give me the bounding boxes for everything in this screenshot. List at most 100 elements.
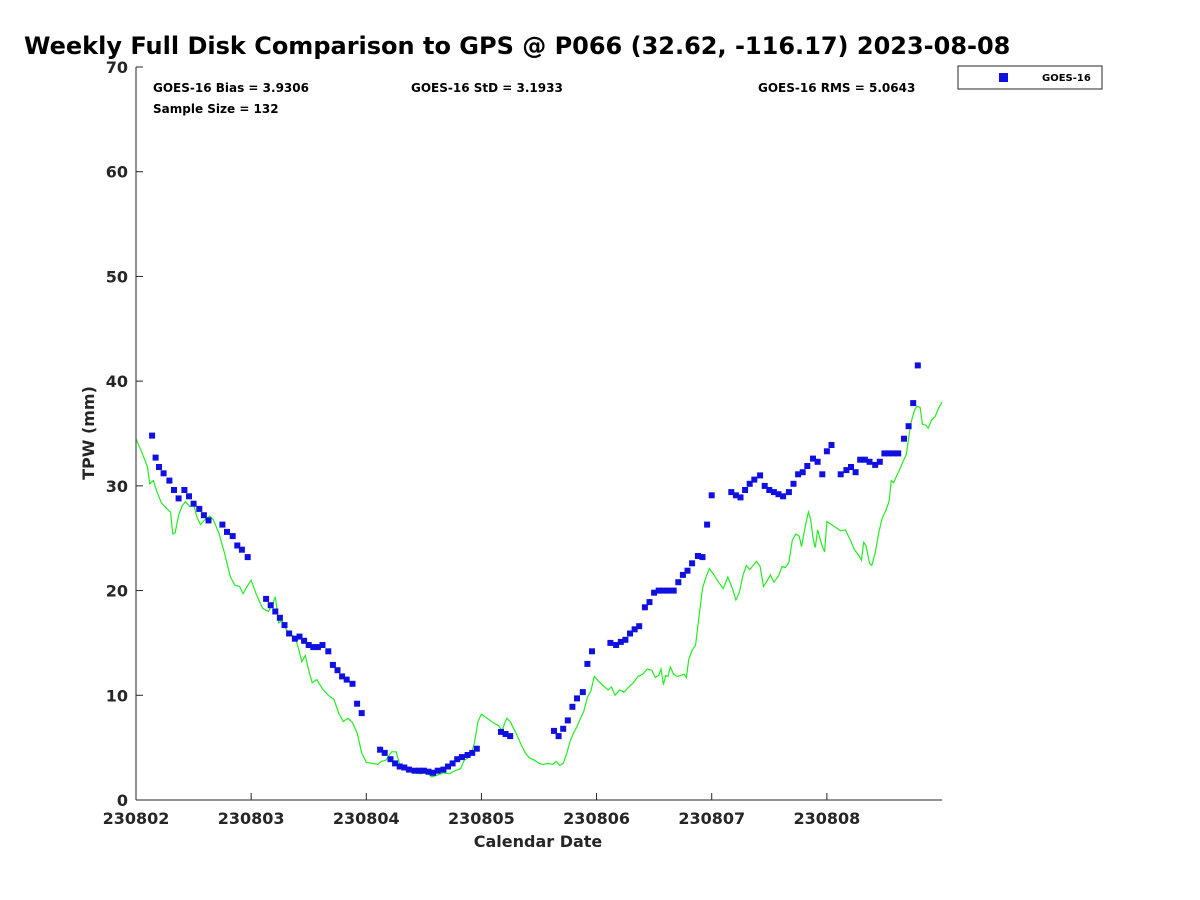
goes-16-point	[301, 637, 308, 644]
goes-16-point	[224, 528, 230, 535]
goes-16-point	[381, 749, 388, 756]
bias-annotation: GOES-16 Bias = 3.9306	[153, 81, 309, 95]
y-tick-label: 20	[106, 582, 128, 601]
goes-16-point	[641, 604, 648, 611]
rms-annotation: GOES-16 RMS = 5.0643	[758, 81, 915, 95]
goes-16-point	[445, 763, 451, 770]
goes-16-point	[343, 676, 350, 683]
goes-16-point	[267, 602, 274, 609]
goes-16-point	[392, 760, 399, 767]
goes-16-point	[589, 648, 595, 655]
goes-16-point	[901, 435, 907, 442]
goes-16-point	[234, 542, 241, 549]
goes-16-point	[746, 480, 753, 487]
goes-16-point	[742, 487, 749, 493]
goes-16-point	[507, 733, 514, 740]
goes-16-point	[420, 767, 427, 774]
goes-16-point	[329, 661, 336, 668]
goes-16-point	[358, 710, 365, 717]
goes-16-point	[464, 752, 471, 758]
goes-16-point	[458, 754, 465, 761]
goes-16-point	[473, 745, 480, 752]
y-tick-label: 30	[106, 477, 128, 496]
x-axis-ticks: 230802 230803 230804 230805 230806 230807 2308…	[103, 793, 860, 828]
goes-16-point	[872, 461, 879, 468]
x-tick-label: 230803	[218, 809, 285, 828]
goes-16-point	[574, 695, 580, 702]
goes-16-point	[498, 728, 504, 735]
chart-title: Weekly Full Disk Comparison to GPS @ P06…	[24, 32, 1010, 60]
goes-16-point	[430, 769, 437, 776]
goes-16-point	[416, 767, 423, 774]
goes-16-point	[895, 450, 902, 457]
goes-16-point	[646, 599, 653, 606]
goes-16-point	[310, 644, 317, 651]
goes-16-point	[349, 680, 356, 687]
goes-16-point	[449, 760, 456, 767]
goes-16-point	[799, 469, 806, 476]
x-tick-label: 230802	[103, 809, 170, 828]
goes-16-point	[770, 489, 777, 496]
goes-16-point	[440, 766, 447, 773]
goes-16-point	[564, 717, 571, 724]
goes-16-point	[425, 768, 432, 775]
goes-16-point	[175, 495, 182, 502]
goes-16-point	[502, 731, 509, 737]
goes-16-point	[675, 579, 682, 586]
goes-16-point	[190, 500, 197, 507]
goes-16-point	[156, 464, 162, 470]
goes-16-point	[354, 700, 361, 707]
stats-annotations: GOES-16 Bias = 3.9306 GOES-16 StD = 3.19…	[153, 81, 915, 116]
x-tick-label: 230807	[678, 809, 745, 828]
goes-16-point	[823, 448, 830, 455]
goes-16-point	[622, 636, 629, 643]
goes-16-point	[196, 505, 203, 512]
goes-16-point	[810, 455, 816, 462]
gps-series	[135, 401, 943, 778]
sample-size-annotation: Sample Size = 132	[153, 102, 279, 116]
goes-16-point	[205, 517, 212, 524]
y-tick-label: 40	[106, 372, 128, 391]
y-tick-label: 70	[106, 58, 128, 77]
goes-16-point	[276, 614, 283, 621]
goes-16-point	[694, 553, 701, 559]
goes-16-point	[229, 533, 236, 540]
goes-16-point	[551, 727, 557, 734]
goes-16-point	[852, 469, 859, 476]
goes-16-point	[728, 489, 735, 496]
goes-16-point	[411, 767, 418, 774]
legend-marker-goes-16	[999, 73, 1008, 82]
gps-line	[135, 401, 943, 778]
goes-16-point	[396, 763, 403, 770]
goes-16-point	[804, 463, 811, 469]
goes-16-point	[291, 635, 298, 642]
goes-16-point	[910, 400, 917, 407]
goes-16-point	[876, 458, 883, 465]
goes-16-series	[149, 362, 921, 776]
goes-16-point	[166, 477, 173, 484]
goes-16-point	[281, 622, 288, 629]
goes-16-point	[679, 571, 686, 578]
goes-16-point	[780, 493, 787, 500]
goes-16-point	[699, 554, 706, 561]
goes-16-point	[186, 493, 192, 500]
x-tick-label: 230806	[563, 809, 630, 828]
goes-16-point	[296, 633, 303, 640]
goes-16-point	[861, 456, 868, 463]
goes-16-point	[665, 587, 671, 594]
goes-16-point	[819, 471, 826, 478]
goes-16-point	[651, 589, 658, 596]
goes-16-point	[757, 472, 764, 479]
x-tick-label: 230808	[793, 809, 860, 828]
goes-16-point	[689, 560, 696, 567]
goes-16-point	[405, 766, 412, 773]
x-tick-label: 230805	[448, 809, 515, 828]
goes-16-point	[334, 667, 341, 674]
goes-16-point	[848, 464, 854, 470]
goes-16-point	[219, 521, 226, 528]
goes-16-point	[613, 642, 620, 648]
goes-16-point	[314, 644, 321, 651]
goes-16-point	[569, 703, 576, 710]
plot-area: 0 10 20 30 40 50 60 70 230802 230803 230804 230805…	[103, 58, 943, 828]
